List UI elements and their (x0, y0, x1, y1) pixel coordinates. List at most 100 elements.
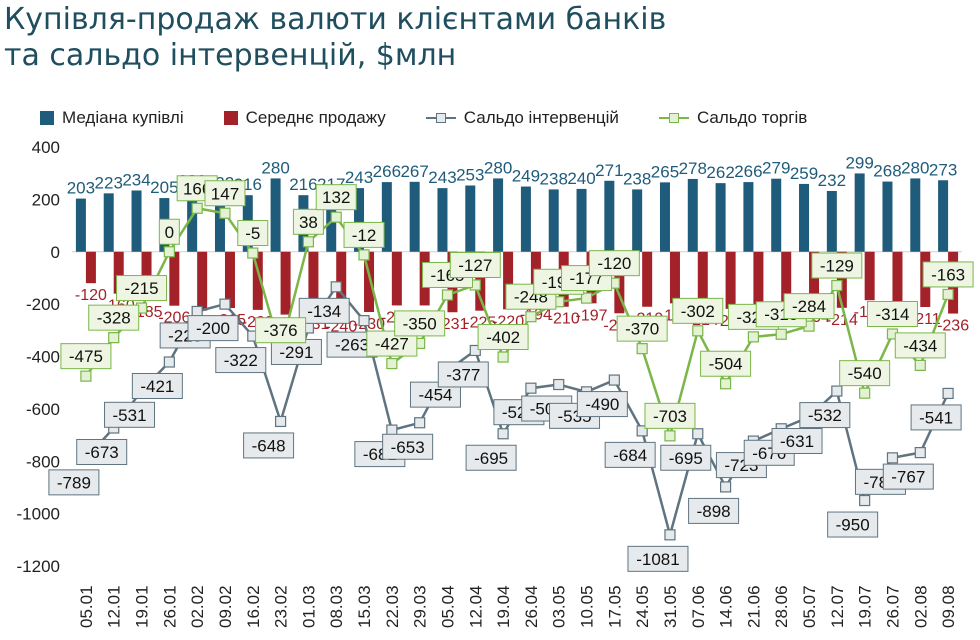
trade-label: -12 (352, 226, 377, 245)
x-tick-label: 05.04 (438, 585, 457, 628)
bar-sell (86, 252, 96, 283)
intervention-label: -490 (585, 395, 619, 414)
bar-buy-label: 234 (122, 170, 150, 189)
intervention-marker (498, 429, 508, 439)
bar-buy-label: 253 (456, 165, 484, 184)
intervention-marker (359, 316, 369, 326)
intervention-marker (387, 425, 397, 435)
bar-buy (604, 181, 614, 252)
trade-label: -540 (848, 364, 882, 383)
bar-buy-label: 273 (929, 160, 957, 179)
trade-label: -328 (97, 309, 131, 328)
bar-buy (271, 178, 281, 251)
intervention-label: -532 (808, 406, 842, 425)
trade-label: -284 (792, 297, 826, 316)
intervention-label: -421 (140, 377, 174, 396)
trade-marker (915, 360, 925, 370)
x-tick-label: 31.05 (661, 585, 680, 628)
trade-marker (387, 359, 397, 369)
intervention-label: -695 (669, 449, 703, 468)
trade-label: -350 (403, 314, 437, 333)
trade-marker (721, 379, 731, 389)
bar-sell (865, 252, 875, 300)
bar-buy-label: 279 (762, 159, 790, 178)
intervention-marker (665, 530, 675, 540)
bar-sell (197, 252, 207, 311)
x-tick-label: 24.05 (633, 585, 652, 628)
x-tick-label: 26.04 (522, 585, 541, 628)
bar-buy-label: 238 (540, 169, 568, 188)
bar-sell (753, 252, 763, 305)
trade-label: -5 (245, 224, 260, 243)
x-tick-label: 22.03 (383, 585, 402, 628)
bar-buy (716, 183, 726, 252)
intervention-marker (693, 429, 703, 439)
bar-buy (771, 179, 781, 252)
trade-marker (637, 344, 647, 354)
x-tick-label: 12.07 (828, 585, 847, 628)
intervention-marker (832, 386, 842, 396)
bar-sell (726, 252, 736, 309)
bar-buy-label: 299 (845, 153, 873, 172)
trade-label: -703 (653, 407, 687, 426)
bar-buy-label: 280 (484, 158, 512, 177)
x-tick-label: 19.04 (494, 585, 513, 628)
trade-marker (331, 212, 341, 222)
trade-marker (248, 248, 258, 258)
bar-buy (910, 178, 920, 251)
trade-marker (832, 281, 842, 291)
intervention-marker (192, 306, 202, 316)
bar-buy (104, 193, 114, 251)
trade-marker (665, 431, 675, 441)
intervention-label: -291 (279, 343, 313, 362)
trade-label: 0 (165, 223, 174, 242)
intervention-marker (164, 357, 174, 367)
intervention-marker (887, 453, 897, 463)
chart-plot: 4002000-200-400-600-800-1000-1200203-120… (0, 0, 980, 640)
bar-buy (493, 178, 503, 251)
intervention-marker (220, 299, 230, 309)
bar-buy-label: 271 (595, 161, 623, 180)
trade-label: -120 (597, 254, 631, 273)
trade-label: -475 (69, 347, 103, 366)
x-tick-label: 23.02 (272, 585, 291, 628)
bar-buy-label: 205 (150, 178, 178, 197)
intervention-label: -631 (780, 432, 814, 451)
x-tick-label: 08.03 (327, 585, 346, 628)
bar-buy-label: 262 (706, 163, 734, 182)
trade-label: -434 (903, 336, 937, 355)
trade-label: -376 (264, 321, 298, 340)
bar-sell (670, 252, 680, 304)
bar-buy-label: 280 (261, 158, 289, 177)
x-tick-label: 09.02 (216, 585, 235, 628)
trade-marker (81, 371, 91, 381)
trade-marker (442, 290, 452, 300)
intervention-label: -673 (85, 443, 119, 462)
bar-buy (827, 191, 837, 252)
bar-buy (855, 173, 865, 251)
intervention-marker (331, 282, 341, 292)
y-tick-label: -400 (26, 348, 60, 367)
intervention-marker (943, 388, 953, 398)
intervention-label: -695 (474, 449, 508, 468)
bar-buy-label: 232 (818, 171, 846, 190)
intervention-label: -200 (196, 319, 230, 338)
x-tick-label: 09.08 (939, 585, 958, 628)
bar-buy-label: 266 (373, 162, 401, 181)
bar-buy-label: 223 (95, 173, 123, 192)
x-tick-label: 12.04 (466, 585, 485, 628)
trade-label: -314 (875, 305, 909, 324)
bar-buy (132, 190, 142, 251)
trade-marker (860, 388, 870, 398)
trade-label: -129 (820, 257, 854, 276)
bar-buy-label: 238 (623, 169, 651, 188)
bar-buy-label: 203 (67, 179, 95, 198)
intervention-marker (609, 375, 619, 385)
trade-marker (498, 352, 508, 362)
bar-buy-label: 240 (567, 169, 595, 188)
x-tick-label: 10.05 (578, 585, 597, 628)
intervention-label: -454 (418, 386, 452, 405)
trade-marker (693, 326, 703, 336)
trade-label: -504 (709, 355, 743, 374)
trade-label: -215 (125, 279, 159, 298)
